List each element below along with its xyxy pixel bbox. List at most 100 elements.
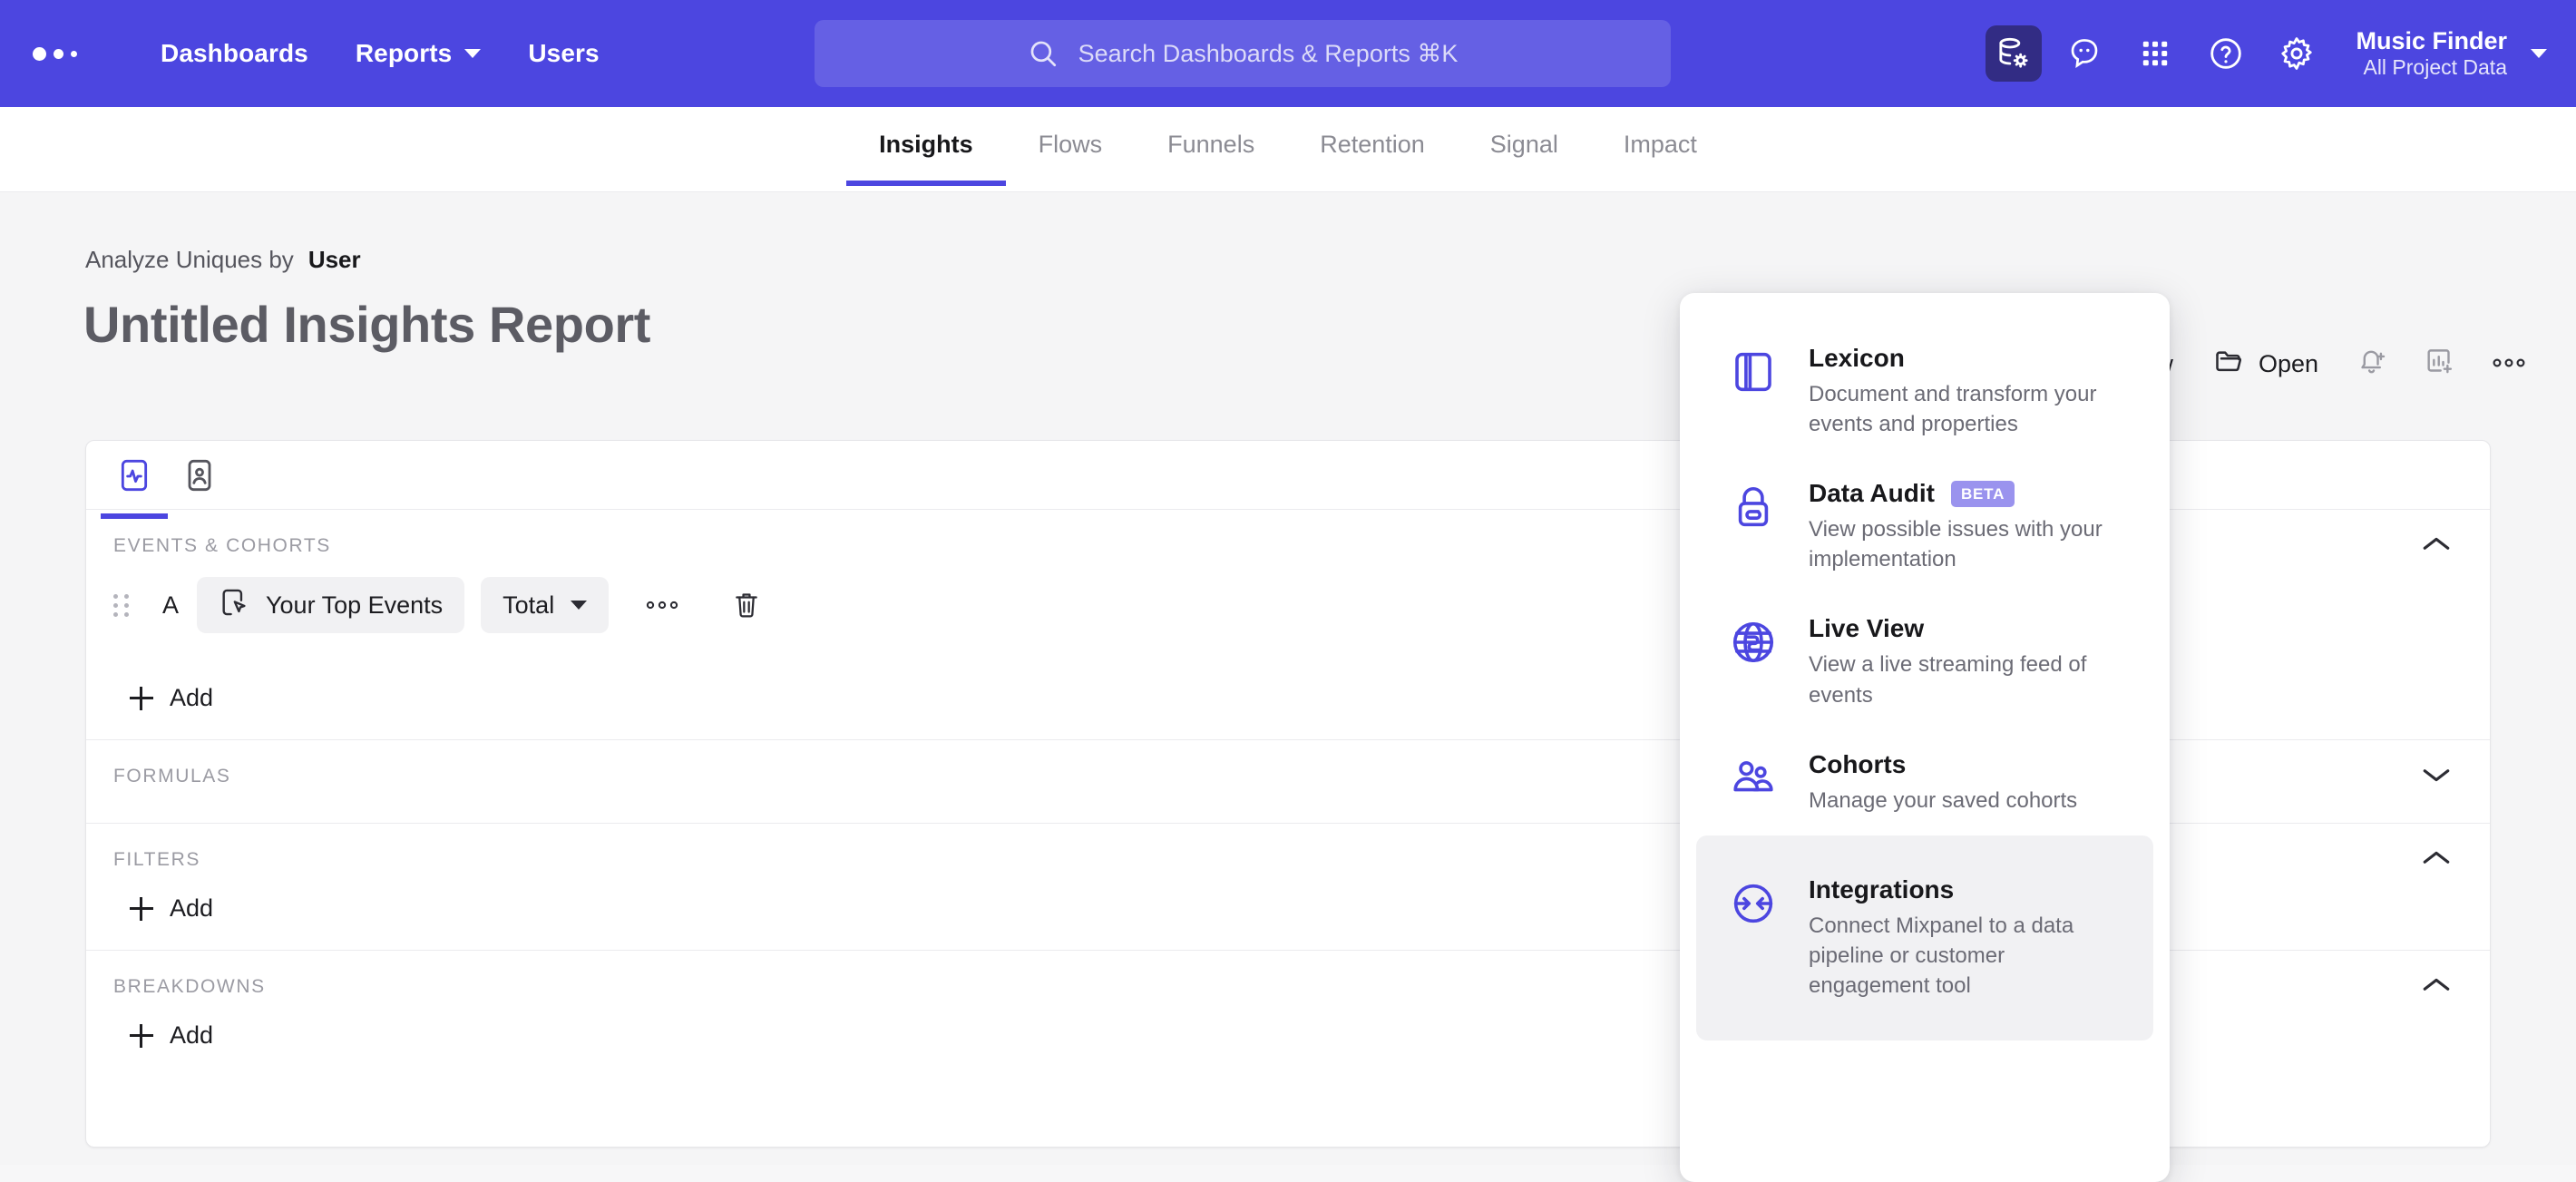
plus-icon: [130, 686, 153, 710]
nav-item-reports[interactable]: Reports: [332, 39, 505, 68]
project-name: Music Finder: [2356, 26, 2507, 54]
apps-grid-icon[interactable]: [2127, 25, 2183, 82]
top-navigation-bar: Dashboards Reports Users Search Dashboar…: [0, 0, 2576, 107]
open-report-button[interactable]: Open: [2193, 335, 2338, 393]
menu-title-row: Lexicon: [1809, 344, 2117, 373]
live-view-globe-icon: [1729, 614, 1781, 671]
aggregation-selector-pill[interactable]: Total: [481, 577, 610, 633]
collapse-breakdowns-button[interactable]: [2421, 976, 2452, 999]
more-options-icon: [2491, 350, 2527, 378]
data-management-dropdown-menu: Lexicon Document and transform your even…: [1680, 293, 2170, 1182]
lexicon-book-icon: [1729, 344, 1781, 401]
tab-label: Retention: [1320, 131, 1425, 158]
help-question-icon[interactable]: [2198, 25, 2254, 82]
delete-event-button[interactable]: [719, 589, 774, 621]
section-label-events-cohorts: EVENTS & COHORTS: [113, 535, 331, 556]
search-placeholder: Search Dashboards & Reports ⌘K: [1078, 39, 1459, 67]
menu-description: View a live streaming feed of events: [1809, 652, 2087, 708]
integrations-arrows-icon: [1729, 875, 1781, 933]
add-breakdown-button[interactable]: Add: [130, 1021, 213, 1050]
menu-description: Document and transform your events and p…: [1809, 382, 2097, 437]
primary-nav-links: Dashboards Reports Users: [137, 39, 623, 68]
logo-dot-medium: [54, 48, 63, 59]
tab-label: Signal: [1489, 131, 1558, 158]
add-filter-button[interactable]: Add: [130, 894, 213, 923]
collapse-filters-button[interactable]: [2421, 849, 2452, 872]
analyze-breadcrumb: Analyze Uniques by User: [85, 246, 361, 274]
nav-label-reports: Reports: [355, 39, 453, 67]
tab-funnels[interactable]: Funnels: [1135, 107, 1287, 159]
settings-gear-icon[interactable]: [2269, 25, 2325, 82]
expand-formulas-button[interactable]: [2421, 766, 2452, 788]
section-label-breakdowns: BREAKDOWNS: [113, 976, 266, 997]
status-badge: BETA: [1950, 480, 2015, 507]
feedback-chat-icon[interactable]: [2056, 25, 2113, 82]
tab-signal[interactable]: Signal: [1458, 107, 1591, 159]
query-builder-tabs: [86, 441, 2490, 519]
plus-icon: [130, 896, 153, 921]
menu-item-integrations[interactable]: Integrations Connect Mixpanel to a data …: [1696, 835, 2153, 1041]
user-profile-tab[interactable]: [171, 450, 228, 501]
nav-item-dashboards[interactable]: Dashboards: [137, 39, 332, 68]
event-selector-pill[interactable]: Your Top Events: [197, 577, 465, 633]
menu-title: Lexicon: [1809, 344, 1905, 372]
nav-label-dashboards: Dashboards: [161, 39, 308, 67]
open-folder-icon: [2213, 345, 2246, 384]
analyze-unit-selector[interactable]: User: [307, 246, 361, 273]
page-title[interactable]: Untitled Insights Report: [83, 296, 651, 353]
tab-label: Impact: [1623, 131, 1697, 158]
plus-icon: [130, 1023, 153, 1048]
drag-handle-icon[interactable]: [113, 593, 139, 617]
tab-flows[interactable]: Flows: [1006, 107, 1136, 159]
tab-insights[interactable]: Insights: [846, 107, 1006, 186]
add-event-button[interactable]: Add: [130, 684, 213, 712]
section-filters: FILTERS Add: [86, 824, 2490, 951]
collapse-events-cohorts-button[interactable]: [2421, 535, 2452, 558]
menu-item-data-audit[interactable]: Data Audit BETA View possible issues wit…: [1696, 459, 2153, 594]
menu-title: Cohorts: [1809, 749, 1907, 778]
menu-title-row: Integrations: [1809, 875, 2117, 904]
event-more-options-button[interactable]: [621, 597, 705, 613]
global-search-input[interactable]: Search Dashboards & Reports ⌘K: [815, 20, 1671, 87]
tab-retention[interactable]: Retention: [1287, 107, 1458, 159]
project-scope: All Project Data: [2363, 55, 2507, 80]
section-formulas: FORMULAS: [86, 740, 2490, 824]
events-chart-tab[interactable]: [101, 450, 168, 519]
section-label-filters: FILTERS: [113, 849, 200, 870]
tab-label: Insights: [879, 131, 973, 158]
menu-description: View possible issues with your implement…: [1809, 517, 2103, 572]
add-alert-button[interactable]: [2338, 335, 2405, 393]
tab-impact[interactable]: Impact: [1591, 107, 1730, 159]
event-name-label: Your Top Events: [266, 591, 444, 619]
menu-description: Manage your saved cohorts: [1809, 787, 2078, 813]
aggregation-label: Total: [503, 591, 555, 619]
more-options-button[interactable]: [2473, 335, 2545, 393]
section-events-cohorts: EVENTS & COHORTS A Your Top Events: [86, 510, 2490, 740]
event-step-row: A Your Top Events Total: [113, 557, 2490, 660]
cohorts-people-icon: [1729, 750, 1781, 807]
event-step-letter: A: [162, 591, 180, 619]
search-icon: [1028, 38, 1059, 69]
menu-title: Live View: [1809, 614, 1925, 643]
menu-title-row: Data Audit BETA: [1809, 479, 2117, 508]
nav-label-users: Users: [528, 39, 600, 67]
open-report-label: Open: [2258, 349, 2318, 377]
logo-dot-large: [33, 46, 46, 61]
tab-label: Flows: [1038, 131, 1103, 158]
mixpanel-logo[interactable]: [33, 46, 77, 61]
menu-item-lexicon[interactable]: Lexicon Document and transform your even…: [1696, 324, 2153, 459]
nav-item-users[interactable]: Users: [504, 39, 622, 68]
chevron-down-icon: [571, 601, 588, 610]
project-selector[interactable]: Music Finder All Project Data: [2356, 27, 2547, 81]
menu-title-row: Live View: [1809, 614, 2117, 643]
menu-description: Connect Mixpanel to a data pipeline or c…: [1809, 913, 2074, 998]
top-nav-actions: Music Finder All Project Data: [1980, 0, 2552, 107]
add-to-dashboard-button[interactable]: [2405, 335, 2473, 393]
add-to-dashboard-icon: [2424, 346, 2454, 383]
add-breakdown-label: Add: [170, 1021, 214, 1049]
menu-item-live-view[interactable]: Live View View a live streaming feed of …: [1696, 594, 2153, 729]
data-management-icon[interactable]: [1986, 25, 2043, 82]
menu-item-cohorts[interactable]: Cohorts Manage your saved cohorts: [1696, 730, 2153, 835]
add-filter-label: Add: [170, 894, 214, 922]
logo-dot-small: [71, 50, 77, 57]
